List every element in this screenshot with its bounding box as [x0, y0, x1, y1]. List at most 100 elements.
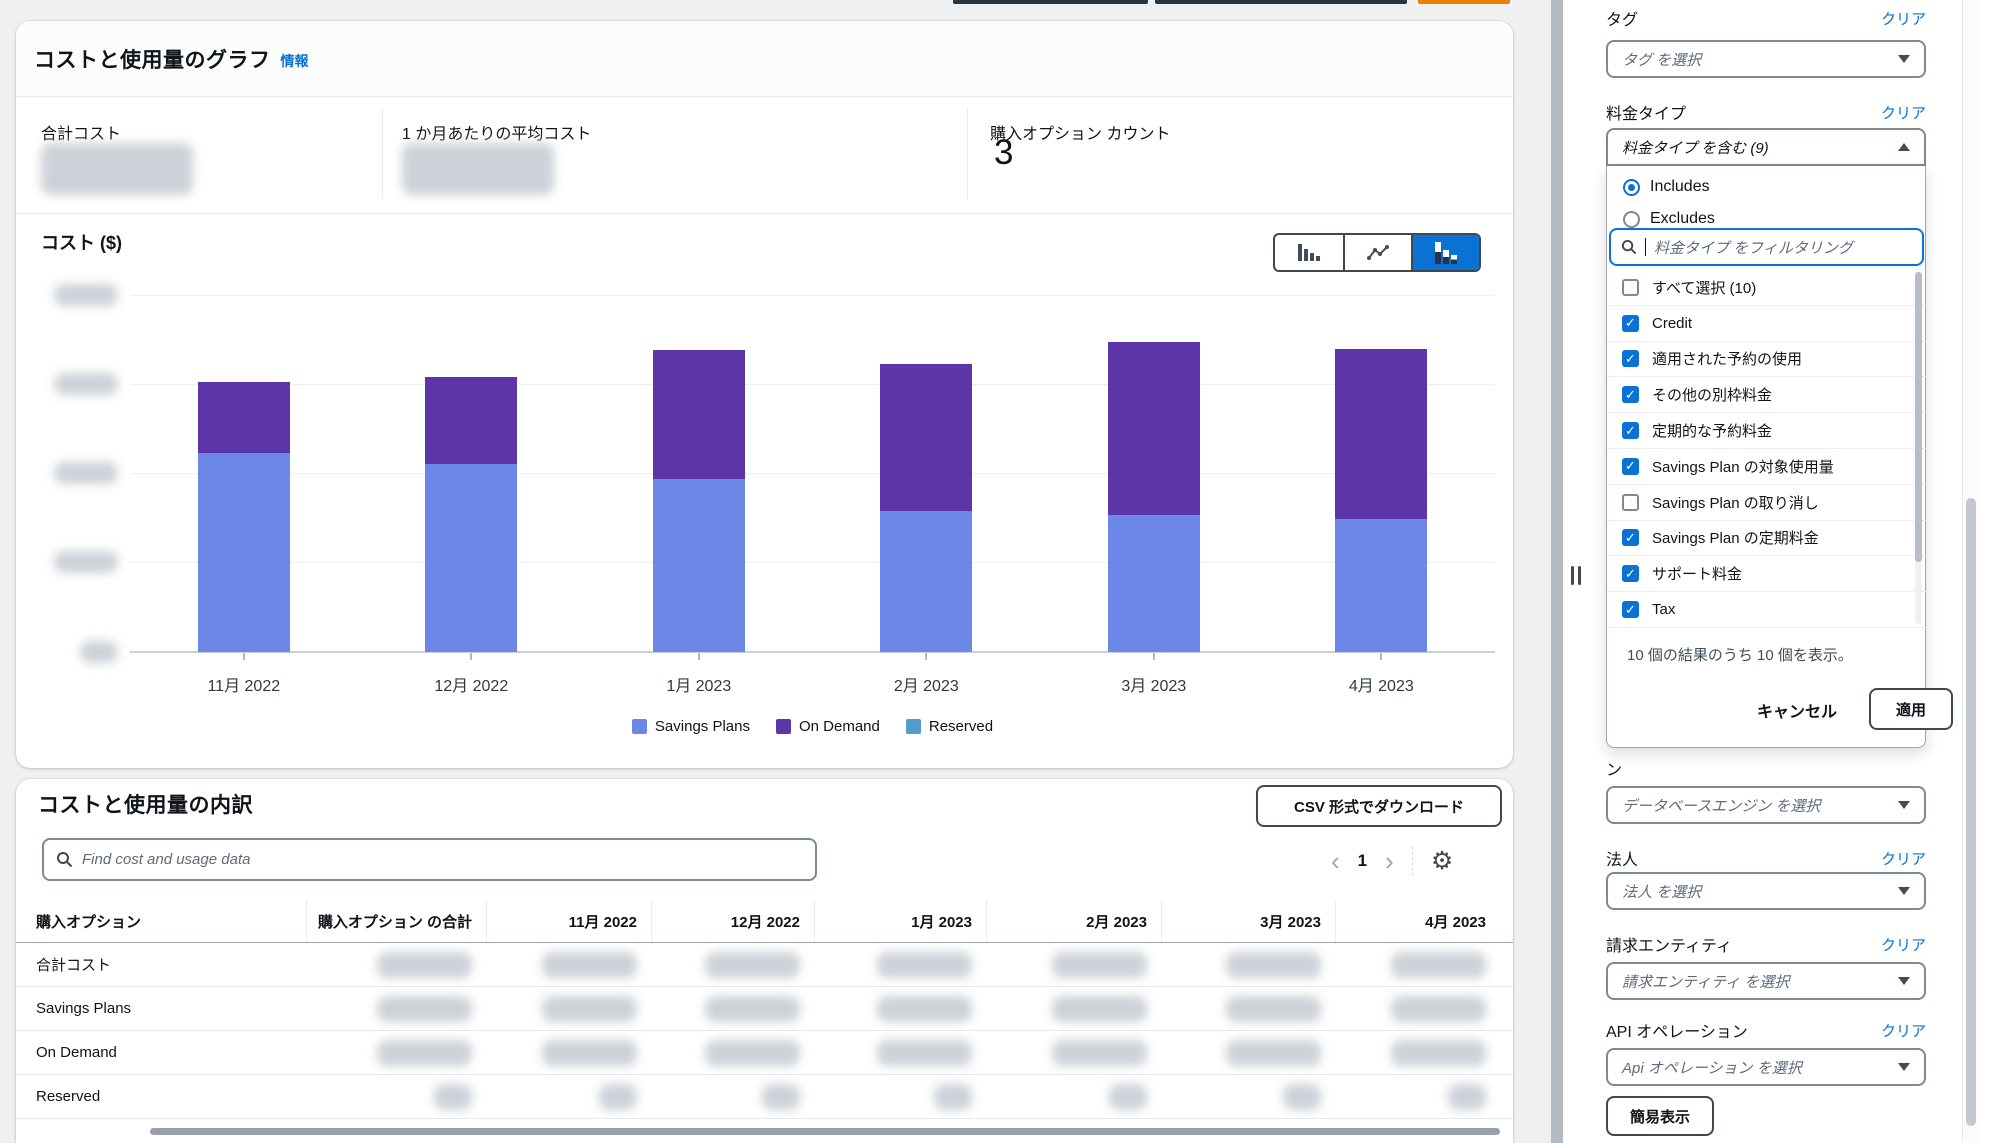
legal-entity-placeholder: 法人 を選択: [1622, 883, 1702, 901]
scrollbar-thumb[interactable]: [1915, 272, 1922, 562]
prev-page-button[interactable]: ‹: [1331, 846, 1340, 876]
option-recurring-reservation-fee[interactable]: ✓ 定期的な予約料金: [1607, 413, 1927, 449]
scrollbar-thumb[interactable]: [1966, 498, 1976, 1126]
column-header[interactable]: 4月 2023: [1335, 900, 1500, 942]
cost-usage-graph-card: コストと使用量のグラフ 情報 合計コスト 1 か月あたりの平均コスト 購入オプシ…: [16, 21, 1513, 768]
option-savings-plan-recurring-fee[interactable]: ✓ Savings Plan の定期料金: [1607, 521, 1927, 557]
toggle-stacked-bar-chart[interactable]: [1411, 235, 1479, 270]
cancel-button[interactable]: キャンセル: [1757, 704, 1838, 721]
column-header[interactable]: 12月 2022: [651, 900, 814, 942]
cell-value-redacted: [1391, 1039, 1486, 1066]
bar-segment-on-demand[interactable]: [425, 377, 518, 464]
column-header[interactable]: 購入オプション の合計: [306, 900, 486, 942]
option-tax[interactable]: ✓ Tax: [1607, 592, 1927, 628]
clear-legal-entity-link[interactable]: クリア: [1880, 850, 1926, 868]
database-engine-select[interactable]: データベースエンジン を選択: [1606, 786, 1926, 824]
clear-tag-link[interactable]: クリア: [1880, 10, 1926, 28]
filter-label-api-operation: API オペレーション: [1606, 1024, 1748, 1041]
chevron-down-icon: [1898, 887, 1910, 895]
line-chart-icon: [1367, 244, 1389, 260]
bar-segment-on-demand[interactable]: [652, 349, 745, 479]
chart-axis-title: コスト ($): [41, 233, 122, 253]
checkbox-unchecked-icon: [1622, 278, 1639, 296]
chevron-up-icon: [1898, 143, 1910, 151]
bar-segment-savings-plans[interactable]: [197, 453, 290, 652]
column-header[interactable]: 3月 2023: [1161, 900, 1335, 942]
billing-entity-select[interactable]: 請求エンティティ を選択: [1606, 962, 1926, 1000]
column-header[interactable]: 購入オプション: [36, 913, 142, 931]
tag-select-placeholder: タグ を選択: [1622, 51, 1702, 69]
legend-swatch-icon: [775, 719, 791, 734]
clear-billing-entity-link[interactable]: クリア: [1880, 936, 1926, 954]
database-engine-placeholder: データベースエンジン を選択: [1622, 797, 1821, 815]
bar-segment-savings-plans[interactable]: [880, 511, 973, 652]
page-scrollbar[interactable]: [1962, 0, 1979, 1143]
x-axis-tick: [470, 653, 473, 660]
clear-api-operation-link[interactable]: クリア: [1880, 1022, 1926, 1040]
content-scrollbar[interactable]: [1551, 0, 1563, 1143]
bar-segment-on-demand[interactable]: [1107, 342, 1200, 516]
price-type-filter-input[interactable]: 料金タイプ をフィルタリング: [1609, 228, 1924, 266]
bar-segment-savings-plans[interactable]: [425, 463, 518, 652]
option-other-out-of-cycle[interactable]: ✓ その他の別枠料金: [1607, 377, 1927, 414]
bars-layer: [130, 295, 1495, 660]
apply-button[interactable]: 適用: [1869, 688, 1953, 730]
option-savings-plan-covered-usage[interactable]: ✓ Savings Plan の対象使用量: [1607, 449, 1927, 485]
option-support-fee[interactable]: ✓ サポート料金: [1607, 556, 1927, 593]
table-settings-gear-icon[interactable]: ⚙: [1430, 847, 1454, 875]
table-row[interactable]: On Demand: [16, 1031, 1513, 1075]
table-header-row: 購入オプション 購入オプション の合計 11月 2022 12月 2022 1月…: [16, 900, 1513, 943]
bar-segment-savings-plans[interactable]: [652, 478, 745, 652]
table-search-input[interactable]: Find cost and usage data: [42, 838, 817, 881]
price-type-select[interactable]: 料金タイプ を含む (9): [1606, 128, 1926, 166]
column-header[interactable]: 11月 2022: [486, 900, 651, 942]
option-credit[interactable]: ✓ Credit: [1607, 306, 1927, 342]
next-page-button[interactable]: ›: [1385, 846, 1394, 876]
summary-stats: 合計コスト 1 か月あたりの平均コスト 購入オプション カウント 3: [16, 97, 1513, 213]
toggle-line-chart[interactable]: [1343, 235, 1411, 270]
option-savings-plan-negation[interactable]: Savings Plan の取り消し: [1607, 485, 1927, 521]
x-axis-tick: [925, 653, 928, 660]
api-operation-select[interactable]: Api オペレーション を選択: [1606, 1048, 1926, 1086]
legend-item[interactable]: On Demand: [775, 718, 880, 735]
csv-download-button[interactable]: CSV 形式でダウンロード: [1256, 785, 1502, 827]
option-list-scrollbar[interactable]: [1915, 272, 1922, 624]
bar-segment-on-demand[interactable]: [1335, 348, 1428, 519]
price-type-trigger-text: 料金タイプ を含む (9): [1622, 139, 1769, 157]
table-row[interactable]: 合計コスト: [16, 943, 1513, 987]
horizontal-scrollbar[interactable]: [150, 1128, 1500, 1135]
toggle-bar-chart[interactable]: [1275, 235, 1343, 270]
option-applied-reservation-usage[interactable]: ✓ 適用された予約の使用: [1607, 342, 1927, 378]
legend-item[interactable]: Reserved: [905, 718, 993, 735]
bar-segment-savings-plans[interactable]: [1335, 519, 1428, 652]
legal-entity-select[interactable]: 法人 を選択: [1606, 872, 1926, 910]
column-header[interactable]: 1月 2023: [814, 900, 986, 942]
info-link[interactable]: 情報: [280, 52, 309, 69]
cell-value-redacted: [705, 951, 800, 978]
row-label: Savings Plans: [36, 1000, 132, 1017]
tag-select[interactable]: タグ を選択: [1606, 40, 1926, 78]
simple-view-button[interactable]: 簡易表示: [1606, 1096, 1714, 1136]
column-header[interactable]: 2月 2023: [986, 900, 1161, 942]
billing-entity-placeholder: 請求エンティティ を選択: [1622, 973, 1790, 991]
cropped-button-top-1[interactable]: [953, 0, 1148, 4]
legend-item[interactable]: Savings Plans: [631, 718, 750, 735]
search-icon: [1621, 239, 1637, 255]
bar-segment-on-demand[interactable]: [197, 381, 290, 453]
cropped-button-top-orange[interactable]: [1418, 0, 1510, 4]
table-row[interactable]: Reserved: [16, 1075, 1513, 1119]
cell-value-redacted: [877, 951, 972, 978]
option-select-all[interactable]: すべて選択 (10): [1607, 270, 1927, 306]
clear-price-type-link[interactable]: クリア: [1880, 104, 1926, 122]
excludes-radio[interactable]: Excludes: [1623, 210, 1715, 228]
cell-value-redacted: [705, 1039, 800, 1066]
table-row[interactable]: Savings Plans: [16, 987, 1513, 1031]
cost-usage-breakdown-card: コストと使用量の内訳 CSV 形式でダウンロード Find cost and u…: [16, 779, 1513, 1143]
option-label: サポート料金: [1652, 566, 1743, 584]
stat-value-total-cost-redacted: [41, 143, 193, 195]
cropped-button-top-2[interactable]: [1155, 0, 1407, 4]
includes-radio[interactable]: Includes: [1623, 178, 1710, 196]
bar-segment-savings-plans[interactable]: [1107, 515, 1200, 652]
bar-segment-on-demand[interactable]: [880, 363, 973, 511]
panel-resize-handle-icon[interactable]: [1571, 566, 1581, 585]
